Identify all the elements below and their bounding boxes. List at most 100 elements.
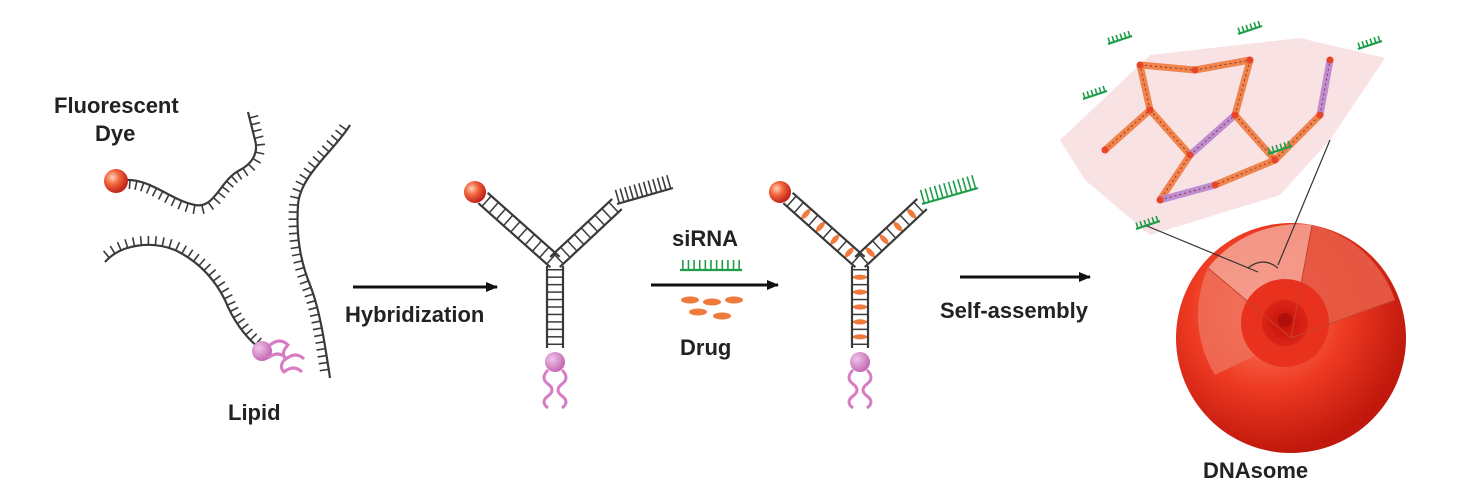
network-dye [1271, 156, 1279, 164]
base-tick [207, 201, 215, 211]
overhang-base [624, 186, 630, 201]
base-tick [254, 135, 264, 140]
base-tick [288, 232, 299, 235]
base-tick [307, 161, 316, 169]
base-tick [168, 239, 173, 249]
base-tick [230, 175, 238, 184]
overhang-base [633, 184, 639, 199]
base-tick [226, 300, 236, 306]
base-pair [836, 240, 848, 252]
base-tick [242, 167, 249, 177]
network-link [1159, 181, 1216, 204]
overhang-rail [921, 186, 979, 206]
overhang-base [1275, 144, 1279, 151]
overhang-base [929, 186, 935, 201]
overhang-base [1102, 85, 1106, 92]
sirna-icon [680, 260, 742, 272]
overhang-base [1253, 22, 1257, 29]
overhang-base [1377, 35, 1381, 42]
base-tick [303, 167, 312, 174]
base-pair [871, 240, 883, 252]
network-link [1136, 64, 1154, 111]
base-tick [316, 347, 326, 351]
base-tick [319, 368, 329, 372]
overhang-rail [1237, 24, 1263, 36]
overhang-base [1123, 32, 1127, 39]
base-tick [290, 246, 300, 250]
base-pair [608, 201, 619, 213]
network-dye [1231, 111, 1239, 119]
base-tick [216, 281, 226, 288]
fluorescent-dye-bead [769, 181, 791, 203]
overhang-base [1098, 87, 1102, 94]
base-tick [245, 328, 253, 336]
overhang-base [614, 189, 621, 204]
base-pair [560, 246, 571, 258]
network-dye [1146, 106, 1154, 114]
fluorescent-dye-bead [104, 169, 128, 193]
overhang-base [1237, 27, 1241, 34]
base-tick [317, 150, 325, 158]
dna-strand-free [296, 124, 351, 379]
sirna-label: siRNA [672, 226, 738, 251]
base-tick [252, 157, 261, 164]
base-tick [295, 180, 305, 186]
overhang-base [638, 182, 644, 197]
overhang-base [947, 181, 954, 196]
drug-molecule [853, 289, 867, 295]
base-tick [309, 313, 320, 318]
base-tick [247, 163, 256, 171]
drug-molecule [879, 234, 889, 245]
overhang-base [952, 180, 958, 195]
base-pair [580, 227, 592, 239]
y-dna-scaffold [464, 174, 674, 410]
base-pair [913, 201, 924, 213]
overhang-base [1155, 215, 1159, 222]
drug-icon [681, 296, 743, 320]
overhang-base [933, 185, 940, 200]
base-tick [297, 273, 307, 278]
base-tick [326, 139, 335, 148]
fluorescent-label-line2: Dye [95, 121, 135, 146]
strand-rail [782, 202, 857, 269]
lipid-tail [267, 339, 306, 375]
base-tick [240, 323, 249, 330]
network-link-bases [1189, 114, 1236, 156]
base-tick [116, 241, 122, 251]
overhang-base [1119, 33, 1123, 40]
base-tick [124, 239, 129, 249]
base-tick [318, 361, 328, 365]
base-pair [517, 227, 528, 239]
base-tick [139, 236, 143, 246]
overhang-base [1361, 41, 1365, 48]
base-tick [255, 143, 266, 146]
overhang-base [1111, 36, 1115, 43]
network-dye [1136, 61, 1144, 69]
base-tick [304, 293, 314, 298]
network-link [1231, 59, 1254, 116]
base-tick [151, 187, 158, 197]
base-tick [289, 239, 299, 242]
base-tick [291, 253, 301, 257]
network-dye [1326, 56, 1334, 64]
network-dye [1156, 196, 1164, 204]
base-tick [203, 263, 212, 271]
overhang-base [1257, 20, 1261, 27]
base-tick [315, 340, 325, 345]
drug-molecule [853, 274, 867, 280]
base-tick [225, 180, 234, 188]
base-tick [201, 204, 205, 214]
base-tick [321, 145, 330, 153]
base-tick [236, 317, 246, 325]
overhang-base [1127, 30, 1131, 37]
base-tick [217, 191, 226, 199]
overhang-base [966, 176, 972, 191]
base-tick [192, 204, 196, 214]
base-pair [502, 214, 514, 227]
overhang-base [971, 174, 977, 189]
base-tick [236, 171, 243, 180]
network-dye [1316, 111, 1324, 119]
base-tick [292, 187, 302, 193]
base-tick [306, 299, 316, 304]
base-tick [134, 180, 138, 190]
